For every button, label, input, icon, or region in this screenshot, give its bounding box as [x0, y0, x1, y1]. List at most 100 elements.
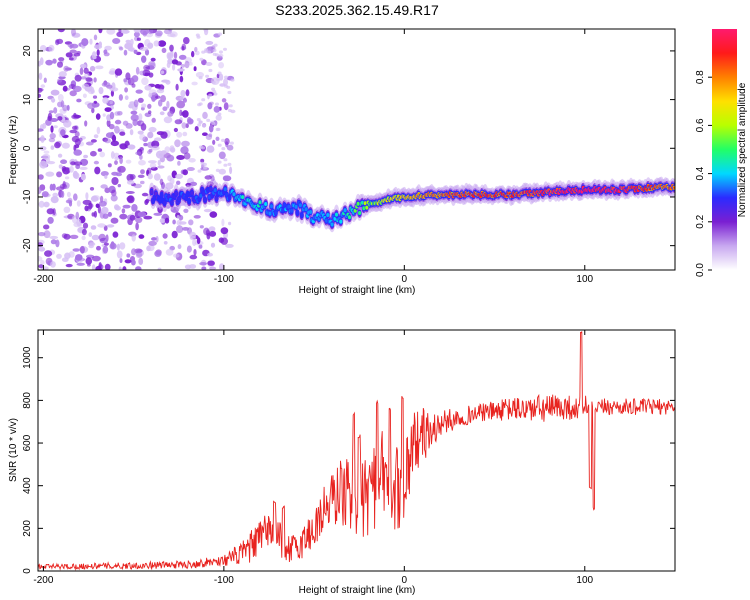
heatmap-noise-blob: [143, 142, 148, 147]
heatmap-noise-blob: [133, 99, 139, 108]
heatmap-noise-blob: [194, 126, 199, 132]
ridge-core-blob: [365, 205, 369, 210]
heatmap-noise-blob: [221, 98, 227, 103]
heatmap-noise-blob: [196, 118, 201, 122]
heatmap-noise-blob: [91, 107, 95, 114]
x-tick-label: -200: [33, 274, 53, 285]
heatmap-noise-blob: [112, 38, 121, 44]
heatmap-noise-blob: [135, 222, 139, 231]
x-tick-label: 100: [576, 274, 593, 285]
heatmap-noise-blob: [114, 156, 120, 161]
ridge-core-blob: [150, 189, 154, 194]
heatmap-noise-blob: [43, 77, 47, 83]
ridge-core-blob: [353, 208, 357, 213]
heatmap-noise-blob: [101, 206, 109, 214]
heatmap-noise-blob: [123, 49, 128, 56]
colorbar: 0.0 0.2 0.4 0.6 0.8 Normalized spectral ampl…: [695, 29, 748, 277]
ridge-core-blob: [158, 198, 162, 203]
heatmap-noise-blob: [200, 161, 205, 165]
heatmap-noise-blob: [143, 64, 151, 71]
heatmap-noise-blob: [57, 29, 65, 33]
heatmap-noise-blob: [38, 72, 43, 81]
x-tick-label: -200: [33, 575, 53, 586]
y-tick-label: 20: [22, 45, 33, 57]
heatmap-noise-blob: [189, 181, 198, 187]
heatmap-noise-blob: [189, 254, 198, 260]
heatmap-noise-blob: [193, 66, 197, 72]
heatmap-noise-blob: [186, 167, 195, 171]
heatmap-noise-blob: [57, 78, 63, 83]
heatmap-noise-blob: [138, 113, 143, 121]
heatmap-noise-blob: [131, 259, 136, 266]
heatmap-noise-blob: [167, 111, 174, 117]
heatmap-noise-blob: [46, 208, 55, 215]
heatmap-noise-blob: [158, 99, 163, 107]
heatmap-noise-blob: [148, 93, 153, 98]
heatmap-noise-blob: [75, 254, 83, 261]
ridge-core-blob: [190, 191, 194, 195]
heatmap-noise-blob: [218, 168, 226, 175]
heatmap-noise-blob: [195, 71, 204, 78]
heatmap-noise-blob: [200, 158, 205, 163]
heatmap-noise-blob: [135, 151, 142, 156]
colorbar-tick-label: 0.2: [695, 214, 706, 228]
heatmap-noise-blob: [172, 64, 176, 71]
heatmap-noise-blob: [229, 166, 233, 175]
heatmap-noise-blob: [159, 111, 165, 116]
heatmap-noise-blob: [67, 197, 73, 204]
heatmap-noise-blob: [127, 144, 136, 150]
heatmap-noise-blob: [46, 161, 56, 165]
heatmap-noise-blob: [205, 134, 213, 140]
heatmap-noise-blob: [64, 176, 70, 180]
heatmap-noise-blob: [98, 87, 104, 95]
heatmap-noise-blob: [114, 125, 120, 134]
ridge-core-blob: [187, 199, 191, 204]
heatmap-noise-blob: [130, 110, 138, 115]
heatmap-noise-blob: [119, 143, 128, 150]
heatmap-noise-blob: [124, 95, 129, 100]
x-tick-label: 0: [402, 274, 408, 285]
heatmap-noise-blob: [70, 43, 79, 49]
spectrogram-x-ticks: -200 -100 0 100: [33, 29, 594, 285]
heatmap-noise-blob: [217, 71, 222, 75]
y-tick-label: 0: [22, 568, 33, 574]
heatmap-noise-blob: [126, 173, 134, 182]
ridge-core-blob: [202, 191, 206, 196]
heatmap-noise-blob: [125, 72, 131, 80]
heatmap-noise-blob: [131, 204, 138, 212]
heatmap-noise-blob: [49, 183, 54, 191]
heatmap-noise-blob: [199, 225, 204, 229]
heatmap-noise-blob: [51, 97, 56, 103]
snr-series: [38, 331, 675, 571]
heatmap-noise-blob: [80, 76, 87, 80]
heatmap-noise-blob: [180, 146, 189, 155]
heatmap-noise-blob: [223, 163, 228, 167]
heatmap-noise-blob: [170, 50, 174, 57]
heatmap-noise-blob: [42, 122, 47, 129]
heatmap-noise-blob: [173, 253, 180, 258]
heatmap-noise-blob: [223, 47, 227, 51]
heatmap-noise-blob: [62, 85, 68, 92]
heatmap-noise-blob: [38, 128, 44, 132]
heatmap-noise-blob: [90, 139, 97, 143]
heatmap-noise-blob: [69, 49, 77, 54]
heatmap-noise-blob: [186, 245, 192, 253]
heatmap-noise-blob: [73, 193, 78, 201]
heatmap-noise-blob: [108, 123, 115, 130]
heatmap-noise-blob: [119, 213, 128, 220]
heatmap-noise-blob: [56, 38, 64, 45]
heatmap-noise-blob: [175, 173, 184, 179]
colorbar-tick-label: 0.8: [695, 70, 706, 84]
heatmap-noise-blob: [174, 119, 183, 125]
heatmap-noise-blob: [114, 205, 121, 211]
heatmap-noise-blob: [139, 147, 144, 151]
heatmap-noise-blob: [73, 149, 82, 156]
heatmap-noise-blob: [169, 44, 174, 52]
heatmap-noise-blob: [93, 100, 98, 104]
heatmap-noise-blob: [138, 257, 144, 265]
heatmap-noise-blob: [49, 118, 59, 122]
heatmap-noise-blob: [53, 125, 58, 129]
heatmap-noise-blob: [88, 244, 94, 249]
heatmap-noise-blob: [83, 154, 89, 159]
heatmap-noise-blob: [201, 124, 206, 128]
